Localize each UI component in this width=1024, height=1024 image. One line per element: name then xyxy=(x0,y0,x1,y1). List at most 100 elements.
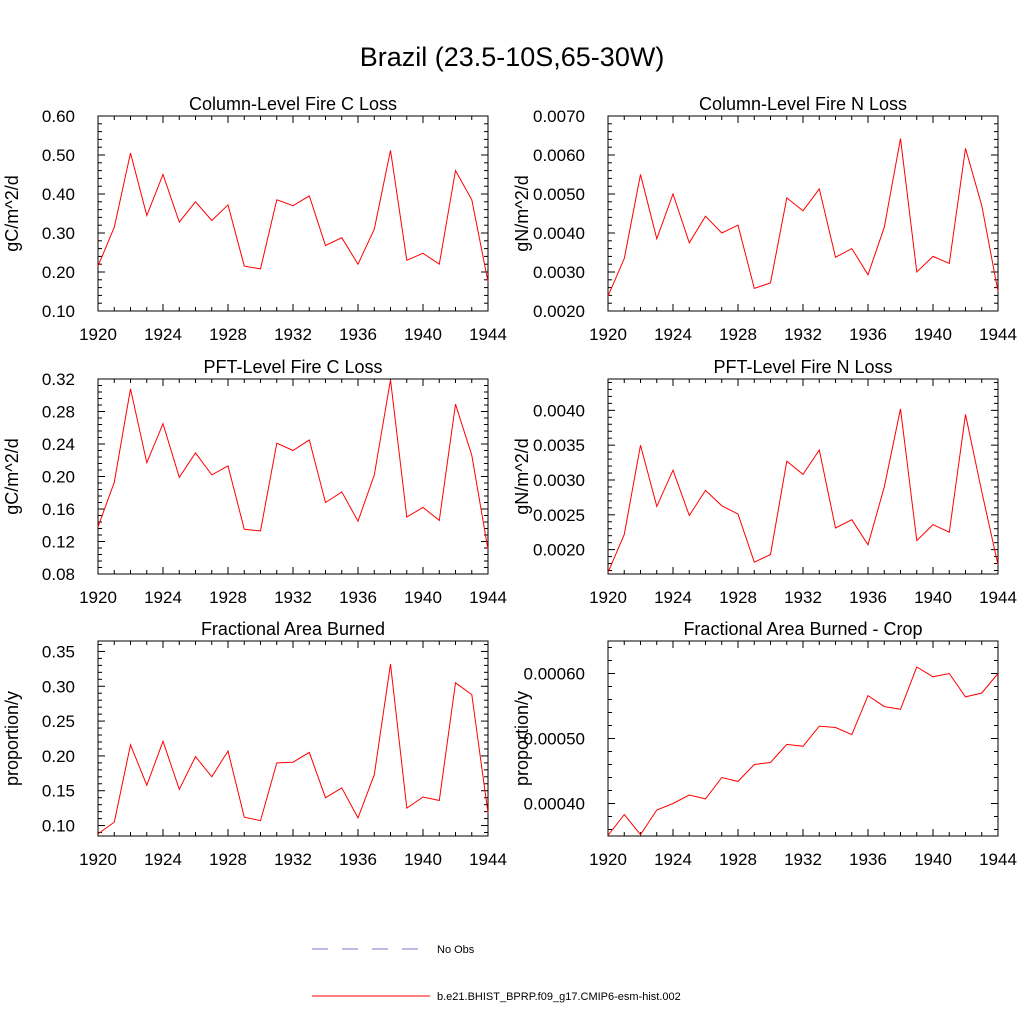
chart-panel-1: Column-Level Fire C Loss gC/m^2/d 1920 1924… xyxy=(2,94,507,344)
plot-frame xyxy=(97,378,489,575)
y-tick-label: 0.0020 xyxy=(533,541,585,560)
y-axis-label: gC/m^2/d xyxy=(2,438,22,514)
chart-panel-6: Fractional Area Burned - Crop proportion/… xyxy=(512,619,1017,869)
x-tick-label: 1928 xyxy=(209,588,247,607)
x-tick-label: 1940 xyxy=(404,588,442,607)
x-tick-label: 1920 xyxy=(79,325,117,344)
legend-model-label: b.e21.BHIST_BPRP.f09_g17.CMIP6-esm-hist.… xyxy=(437,991,681,1003)
y-axis-label: proportion/y xyxy=(512,691,532,786)
x-tick-label: 1936 xyxy=(849,325,887,344)
chart-title: PFT-Level Fire C Loss xyxy=(203,357,382,377)
plot-frame xyxy=(97,115,489,312)
x-tick-label: 1932 xyxy=(784,850,822,869)
chart-title: Column-Level Fire N Loss xyxy=(699,94,907,114)
y-tick-label: 0.20 xyxy=(42,747,75,766)
legend-obs-label: No Obs xyxy=(437,944,475,956)
legend: No Obs b.e21.BHIST_BPRP.f09_g17.CMIP6-es… xyxy=(312,944,681,1003)
x-tick-label: 1928 xyxy=(719,325,757,344)
x-tick-label: 1928 xyxy=(719,588,757,607)
x-tick-label: 1944 xyxy=(469,588,507,607)
series-line xyxy=(97,663,489,835)
y-tick-label: 0.60 xyxy=(42,107,75,126)
x-tick-label: 1944 xyxy=(979,325,1017,344)
y-tick-label: 0.00060 xyxy=(524,665,585,684)
x-tick-label: 1936 xyxy=(339,325,377,344)
y-tick-label: 0.35 xyxy=(42,642,75,661)
x-tick-label: 1924 xyxy=(654,588,692,607)
plot-frame xyxy=(97,640,489,837)
y-tick-label: 0.32 xyxy=(42,370,75,389)
x-tick-label: 1944 xyxy=(469,325,507,344)
y-tick-label: 0.00040 xyxy=(524,795,585,814)
chart-title: PFT-Level Fire N Loss xyxy=(713,357,892,377)
x-tick-label: 1944 xyxy=(979,850,1017,869)
page-title: Brazil (23.5-10S,65-30W) xyxy=(360,42,665,72)
series-line xyxy=(97,379,489,550)
y-axis-label: gN/m^2/d xyxy=(512,438,532,514)
x-tick-label: 1932 xyxy=(274,325,312,344)
plot-frame xyxy=(607,378,999,575)
y-axis-label: gN/m^2/d xyxy=(512,175,532,251)
x-tick-label: 1940 xyxy=(404,850,442,869)
x-tick-label: 1940 xyxy=(914,588,952,607)
y-tick-label: 0.50 xyxy=(42,146,75,165)
panels: Column-Level Fire C Loss gC/m^2/d 1920 1924… xyxy=(2,94,1017,869)
y-tick-label: 0.40 xyxy=(42,185,75,204)
x-tick-label: 1944 xyxy=(469,850,507,869)
y-tick-label: 0.12 xyxy=(42,533,75,552)
x-tick-label: 1924 xyxy=(144,588,182,607)
y-tick-label: 0.25 xyxy=(42,712,75,731)
chart-panel-2: Column-Level Fire N Loss gN/m^2/d 1920 1924… xyxy=(512,94,1017,344)
y-tick-label: 0.16 xyxy=(42,500,75,519)
series-line xyxy=(97,150,489,282)
y-tick-label: 0.15 xyxy=(42,782,75,801)
chart-panel-3: PFT-Level Fire C Loss gC/m^2/d 1920 1924 192… xyxy=(2,357,507,607)
x-tick-label: 1944 xyxy=(979,588,1017,607)
chart-panel-5: Fractional Area Burned proportion/y 1920 19… xyxy=(2,619,507,869)
x-tick-label: 1924 xyxy=(654,325,692,344)
x-tick-label: 1940 xyxy=(914,850,952,869)
y-axis-label: gC/m^2/d xyxy=(2,175,22,251)
x-tick-label: 1940 xyxy=(404,325,442,344)
y-tick-label: 0.08 xyxy=(42,565,75,584)
y-tick-label: 0.0050 xyxy=(533,185,585,204)
x-tick-label: 1920 xyxy=(589,325,627,344)
x-tick-label: 1936 xyxy=(339,588,377,607)
y-tick-label: 0.24 xyxy=(42,435,75,454)
x-tick-label: 1932 xyxy=(784,588,822,607)
x-tick-label: 1932 xyxy=(274,850,312,869)
x-tick-label: 1920 xyxy=(589,850,627,869)
x-tick-label: 1920 xyxy=(79,588,117,607)
y-tick-label: 0.20 xyxy=(42,263,75,282)
x-tick-label: 1932 xyxy=(784,325,822,344)
x-tick-label: 1940 xyxy=(914,325,952,344)
x-tick-label: 1928 xyxy=(209,325,247,344)
x-tick-label: 1924 xyxy=(144,850,182,869)
x-tick-label: 1936 xyxy=(849,850,887,869)
y-tick-label: 0.00050 xyxy=(524,730,585,749)
x-tick-label: 1936 xyxy=(849,588,887,607)
y-tick-label: 0.0030 xyxy=(533,471,585,490)
y-tick-label: 0.0030 xyxy=(533,263,585,282)
series-line xyxy=(607,408,999,573)
x-tick-label: 1924 xyxy=(654,850,692,869)
y-tick-label: 0.0070 xyxy=(533,107,585,126)
x-tick-label: 1936 xyxy=(339,850,377,869)
plot-frame xyxy=(607,115,999,312)
x-tick-label: 1920 xyxy=(589,588,627,607)
x-tick-label: 1920 xyxy=(79,850,117,869)
y-tick-label: 0.0025 xyxy=(533,506,585,525)
x-tick-label: 1928 xyxy=(719,850,757,869)
series-line xyxy=(607,666,999,836)
y-tick-label: 0.10 xyxy=(42,817,75,836)
y-tick-label: 0.28 xyxy=(42,403,75,422)
series-line xyxy=(607,138,999,297)
y-tick-label: 0.30 xyxy=(42,677,75,696)
x-tick-label: 1932 xyxy=(274,588,312,607)
y-tick-label: 0.0020 xyxy=(533,302,585,321)
y-tick-label: 0.30 xyxy=(42,224,75,243)
plot-frame xyxy=(607,640,999,837)
chart-title: Fractional Area Burned xyxy=(201,619,385,639)
y-tick-label: 0.0040 xyxy=(533,401,585,420)
